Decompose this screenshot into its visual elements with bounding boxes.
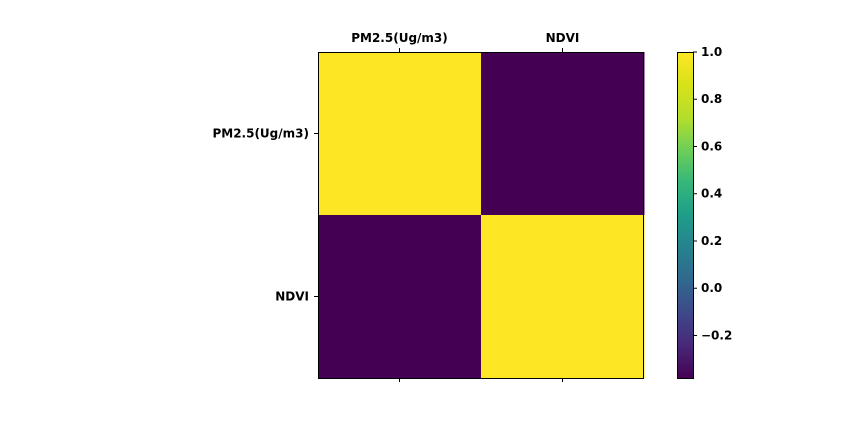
x-tick-label: PM2.5(Ug/m3) — [351, 31, 448, 45]
colorbar-tick-label: 1.0 — [701, 45, 722, 59]
colorbar-tick-label: 0.2 — [701, 234, 722, 248]
x-tick-label: NDVI — [546, 31, 580, 45]
axis-ticks: PM2.5(Ug/m3) PM2.5(Ug/m3) NDVI NDVI — [212, 31, 579, 382]
heatmap-cell-1-1 — [481, 215, 645, 379]
colorbar-tick-label: 0.0 — [701, 281, 722, 295]
colorbar-tick-label: −0.2 — [701, 328, 732, 342]
colorbar-tick-label: 0.8 — [701, 92, 722, 106]
colorbar-tick-label: 0.4 — [701, 187, 722, 201]
y-tick-label: NDVI — [275, 290, 309, 304]
colorbar-tick-label: 0.6 — [701, 139, 722, 153]
heatmap-cell-0-0 — [318, 52, 482, 216]
heatmap-cell-0-1 — [481, 52, 645, 216]
colorbar-gradient — [677, 52, 693, 378]
colorbar-frame — [677, 52, 694, 379]
heatmap-cells — [318, 52, 645, 379]
heatmap-cell-1-0 — [318, 215, 482, 379]
plot-frame — [318, 52, 644, 379]
colorbar: 1.0 0.8 0.6 0.4 0.2 0.0 −0.2 — [677, 45, 732, 379]
y-tick-label: PM2.5(Ug/m3) — [212, 127, 309, 141]
